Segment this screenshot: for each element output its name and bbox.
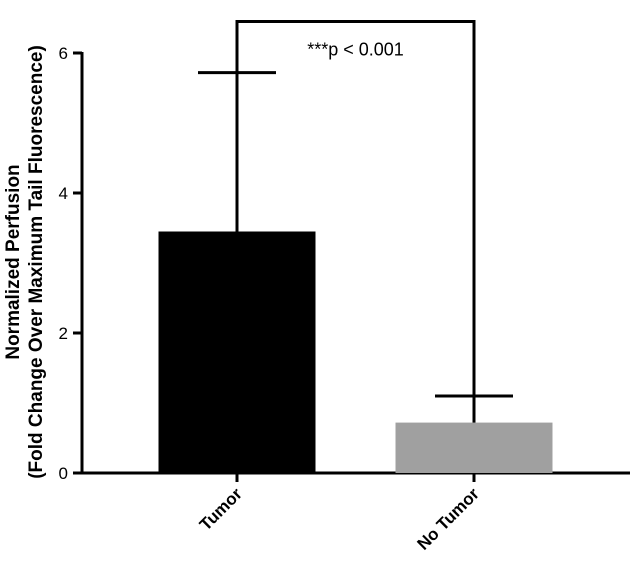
bar-no-tumor xyxy=(395,422,553,473)
x-ticks: Tumor No Tumor xyxy=(196,473,483,554)
y-ticks: 0 2 4 6 xyxy=(59,44,82,483)
y-axis-label: Normalized Perfusion (Fold Change Over M… xyxy=(3,45,47,479)
significance-bracket xyxy=(235,20,476,396)
x-tick-label: Tumor xyxy=(196,484,246,534)
y-axis-label-line2: (Fold Change Over Maximum Tail Fluoresce… xyxy=(26,45,47,479)
y-tick-label: 6 xyxy=(59,44,68,63)
y-tick-label: 0 xyxy=(59,464,68,483)
x-tick-label: No Tumor xyxy=(414,484,484,554)
y-tick-label: 4 xyxy=(59,184,68,203)
bars xyxy=(158,231,553,473)
bar-tumor xyxy=(158,231,316,473)
significance-annotation: ***p < 0.001 xyxy=(307,40,404,60)
y-tick-label: 2 xyxy=(59,324,68,343)
y-axis-label-line1: Normalized Perfusion xyxy=(3,164,24,359)
